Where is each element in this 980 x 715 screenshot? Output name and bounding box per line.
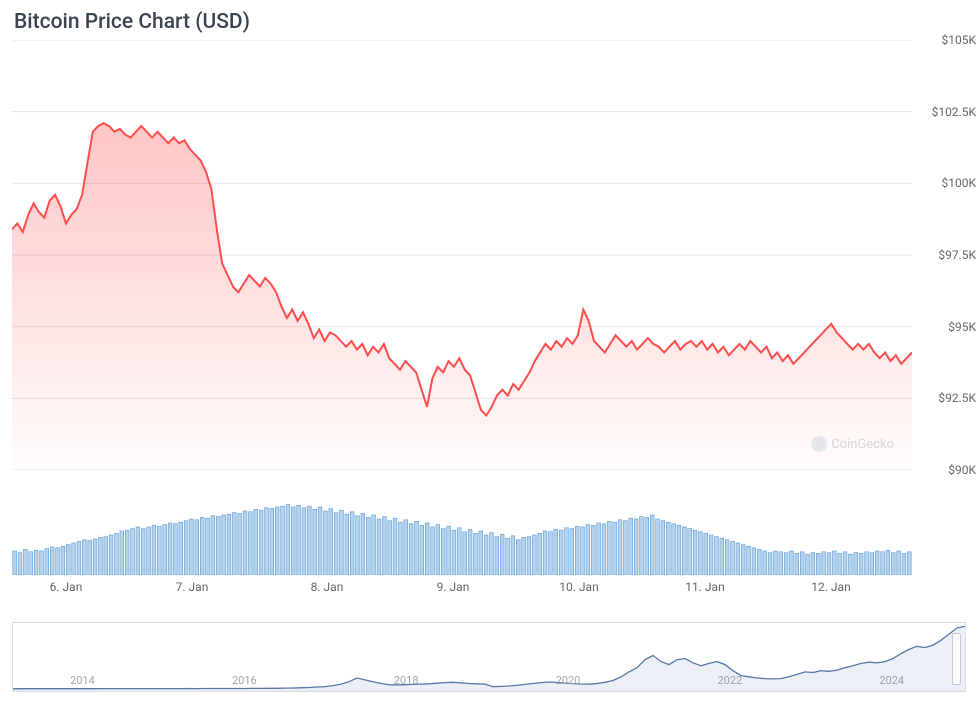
- x-label: 9. Jan: [437, 580, 470, 594]
- price-chart[interactable]: CoinGecko: [12, 40, 912, 470]
- navigator-year-label: 2024: [879, 674, 904, 687]
- y-label: $95K: [948, 320, 976, 334]
- chart-title: Bitcoin Price Chart (USD): [14, 10, 250, 34]
- navigator-handle[interactable]: [952, 633, 961, 685]
- volume-chart-svg: [12, 495, 912, 575]
- y-label: $105K: [941, 33, 976, 47]
- y-label: $102.5K: [932, 105, 976, 119]
- y-label: $97.5K: [938, 248, 976, 262]
- x-label: 7. Jan: [176, 580, 209, 594]
- navigator-year-label: 2016: [232, 674, 257, 687]
- navigator-chart-svg: [13, 623, 965, 691]
- x-axis: 6. Jan 7. Jan 8. Jan 9. Jan 10. Jan 11. …: [12, 580, 912, 600]
- navigator-year-label: 2014: [70, 674, 95, 687]
- chart-container: Bitcoin Price Chart (USD) $105K $102.5K …: [0, 0, 980, 715]
- navigator-chart[interactable]: 2014 2016 2018 2020 2022 2024: [12, 622, 966, 692]
- y-label: $100K: [941, 176, 976, 190]
- watermark: CoinGecko: [811, 436, 894, 452]
- y-axis: $105K $102.5K $100K $97.5K $95K $92.5K $…: [920, 40, 980, 470]
- x-label: 11. Jan: [685, 580, 724, 594]
- price-chart-svg: [12, 40, 912, 470]
- navigator-year-label: 2020: [556, 674, 581, 687]
- volume-chart[interactable]: [12, 495, 912, 575]
- y-label: $92.5K: [938, 391, 976, 405]
- x-label: 8. Jan: [311, 580, 344, 594]
- x-label: 6. Jan: [50, 580, 83, 594]
- watermark-text: CoinGecko: [831, 437, 894, 452]
- y-label: $90K: [948, 463, 976, 477]
- navigator-year-label: 2018: [394, 674, 419, 687]
- navigator-year-label: 2022: [717, 674, 742, 687]
- x-label: 10. Jan: [559, 580, 598, 594]
- x-label: 12. Jan: [811, 580, 850, 594]
- gecko-icon: [811, 436, 827, 452]
